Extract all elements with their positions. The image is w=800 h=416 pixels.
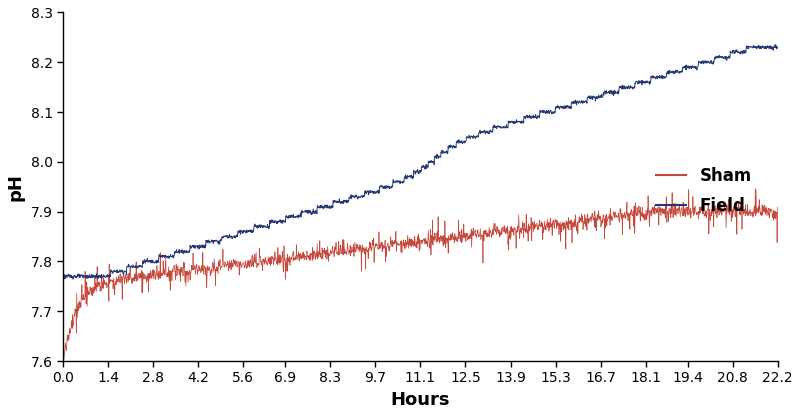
Field [692,67,702,72]
Sham [58,359,68,364]
Field [772,46,782,51]
Y-axis label: pH: pH [7,173,25,201]
Field [68,277,78,282]
Sham [726,209,735,214]
Sham [509,227,518,232]
Field [224,234,234,239]
Field [562,106,571,111]
Field [773,45,782,50]
Sham [773,205,782,210]
Field [726,50,736,55]
Sham [750,186,760,191]
Legend: Sham, Field: Sham, Field [650,160,758,221]
Field [771,42,781,47]
Sham [692,212,702,217]
Line: Field: Field [63,45,778,279]
Field [509,121,518,126]
Sham [562,218,571,223]
Sham [772,211,782,216]
Line: Sham: Sham [63,189,778,362]
Field [58,275,68,280]
Sham [224,268,234,273]
X-axis label: Hours: Hours [390,391,450,409]
